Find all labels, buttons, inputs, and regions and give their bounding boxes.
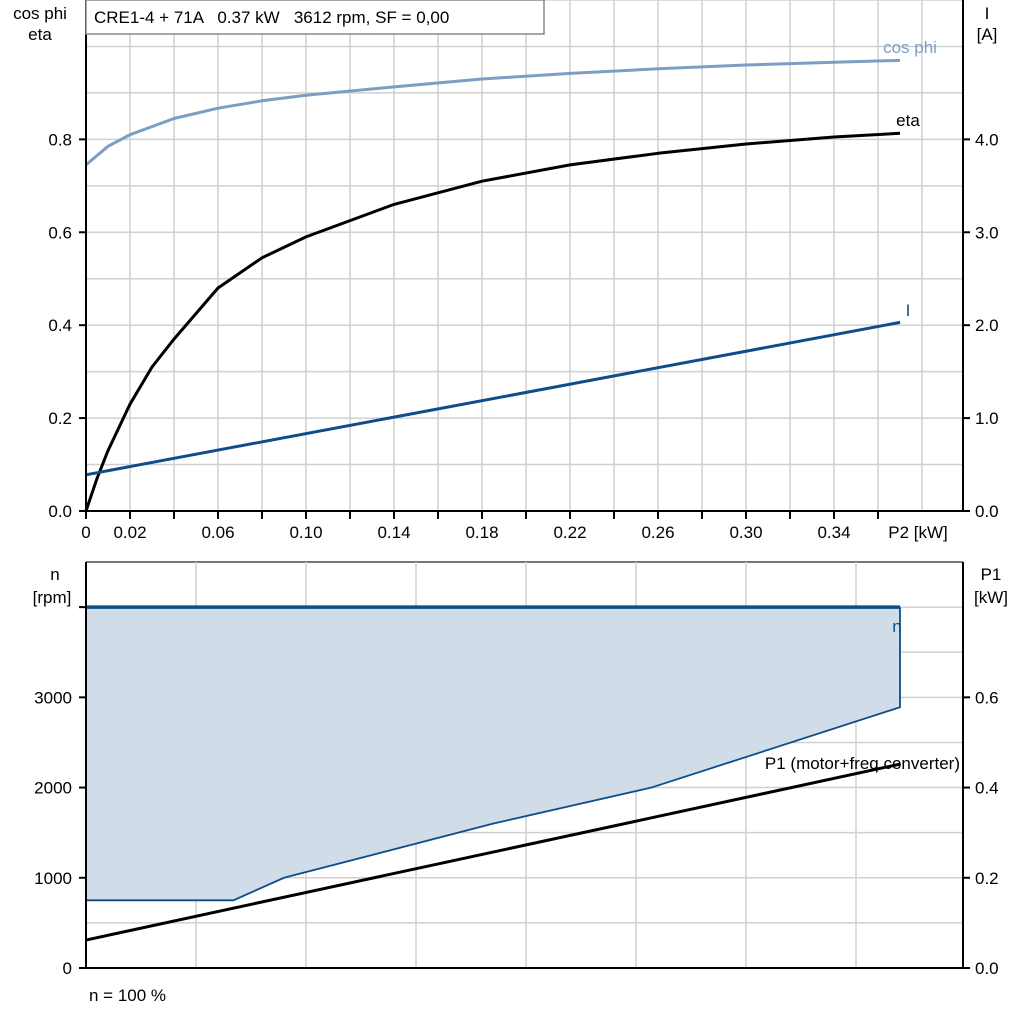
y-left-tick-label: 0.6 [48,223,72,242]
y-left-label-eta: eta [28,25,52,44]
y-left-tick-label: 3000 [34,688,72,707]
y-right-label-i: I [985,4,990,23]
x-axis-label: P2 [kW] [888,523,948,542]
speed-range-area [86,607,900,901]
y-left-tick-label: 2000 [34,779,72,798]
y-left-tick-label: 0.2 [48,409,72,428]
n-series-label: n [892,617,901,636]
y-right-tick-label: 0.2 [975,869,999,888]
eta-curve [84,131,901,512]
x-tick-label: 0.06 [201,523,234,542]
y-right-unit-a: [A] [977,25,998,44]
chart-marks [84,58,901,942]
x-tick-label: 0.02 [113,523,146,542]
x-tick-label: 0 [81,523,90,542]
y-right-tick-label: 1.0 [975,409,999,428]
y-left-tick-label: 1000 [34,869,72,888]
i-curve [85,320,901,477]
y-right-unit-kw: [kW] [974,588,1008,607]
title-box [85,0,545,35]
y-left-tick-label: 0.0 [48,502,72,521]
p1-series-label: P1 (motor+freq.converter) [765,754,960,773]
y-right-tick-label: 4.0 [975,130,999,149]
chart-title: CRE1-4 + 71A 0.37 kW 3612 rpm, SF = 0,00 [94,8,449,27]
axes: 0 0.02 0.06 0.10 0.14 0.18 0.22 0.26 0.30 0.34 0.0… [34,0,999,978]
y-left-label-n: n [50,565,59,584]
y-right-tick-label: 0.0 [975,959,999,978]
eta-series-label: eta [896,111,920,130]
x-tick-label: 0.18 [465,523,498,542]
x-tick-label: 0.30 [729,523,762,542]
x-tick-label: 0.34 [817,523,850,542]
footnote: n = 100 % [89,986,166,1005]
cos-phi-curve [85,58,901,167]
x-tick-label: 0.10 [289,523,322,542]
x-tick-label: 0.26 [641,523,674,542]
y-left-tick-label: 0.8 [48,130,72,149]
top-grid [86,0,963,511]
y-right-tick-label: 3.0 [975,223,999,242]
y-right-tick-label: 0.6 [975,688,999,707]
y-right-tick-label: 0.0 [975,502,999,521]
x-tick-label: 0.22 [553,523,586,542]
y-left-tick-label: 0.4 [48,316,72,335]
y-left-tick-label: 0 [63,959,72,978]
y-left-label-cosphi: cos phi [13,4,67,23]
x-tick-label: 0.14 [377,523,410,542]
cosphi-series-label: cos phi [883,38,937,57]
current-series-label: I [906,301,911,320]
y-left-unit-rpm: [rpm] [33,588,72,607]
y-right-tick-label: 2.0 [975,316,999,335]
p1-line [85,762,901,942]
y-right-tick-label: 0.4 [975,779,999,798]
y-right-label-p1: P1 [981,565,1002,584]
speed-min-boundary [86,607,901,902]
